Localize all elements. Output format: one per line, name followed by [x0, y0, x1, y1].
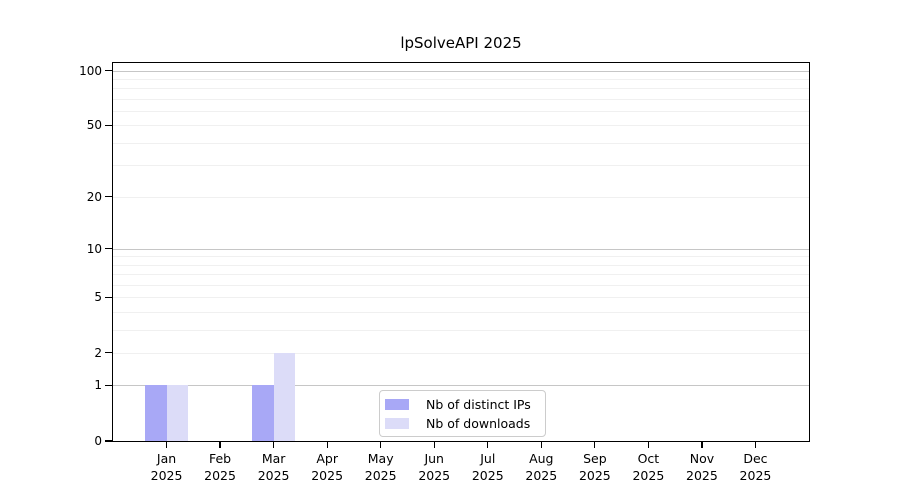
legend-swatch-nb-of-distinct-ips: [385, 399, 409, 410]
x-tick-mark-may: [380, 442, 382, 448]
x-tick-label-may: May 2025: [364, 451, 397, 483]
legend-entry-nb-of-downloads: Nb of downloads: [385, 414, 545, 433]
bars-layer: [113, 63, 809, 441]
x-tick-mark-jul: [487, 442, 489, 448]
x-tick-mark-dec: [754, 442, 757, 448]
gridline-minor-8: [113, 264, 809, 266]
y-tick-label-100: 100: [79, 63, 102, 78]
gridline-major-10: [113, 248, 809, 250]
x-tick-label-apr: Apr 2025: [311, 451, 344, 483]
y-tick-label-2: 2: [94, 345, 102, 360]
x-tick-mark-feb: [219, 442, 221, 448]
y-tick-label-10: 10: [86, 241, 102, 256]
gridline-minor-3: [113, 329, 809, 331]
gridline-minor-30: [113, 165, 809, 167]
gridline-minor-2: [113, 352, 809, 354]
gridline-minor-5: [113, 297, 809, 299]
grid-layer: [113, 63, 809, 441]
x-tick-mark-oct: [647, 442, 649, 448]
bar-nb-of-distinct-ips-mar: [252, 385, 274, 441]
y-tick-label-0: 0: [94, 434, 102, 448]
legend-label-nb-of-downloads: Nb of downloads: [426, 416, 531, 431]
gridline-minor-6: [113, 284, 809, 286]
x-tick-mark-jun: [433, 442, 435, 448]
gridline-minor-9: [113, 256, 809, 258]
bar-nb-of-downloads-jan: [166, 385, 188, 441]
x-tick-label-jun: Jun 2025: [418, 451, 451, 483]
x-tick-label-oct: Oct 2025: [632, 451, 665, 483]
legend: Nb of distinct IPs Nb of downloads: [379, 390, 546, 437]
plot-area: [112, 62, 810, 442]
x-tick-label-nov: Nov 2025: [686, 451, 718, 483]
x-tick-mark-mar: [273, 442, 275, 448]
y-tick-label-50: 50: [86, 118, 102, 133]
gridline-minor-90: [113, 78, 809, 80]
y-tick-mark-20: [105, 196, 112, 198]
gridline-minor-20: [113, 196, 809, 198]
y-tick-mark-10: [105, 247, 112, 250]
gridline-major-100: [113, 70, 809, 72]
gridline-major-1: [113, 385, 809, 387]
x-tick-label-mar: Mar 2025: [257, 451, 290, 483]
x-tick-label-dec: Dec 2025: [739, 451, 772, 483]
x-tick-label-feb: Feb 2025: [204, 451, 236, 483]
legend-swatch-nb-of-downloads: [385, 418, 409, 429]
gridline-minor-70: [113, 98, 809, 100]
legend-entry-nb-of-distinct-ips: Nb of distinct IPs: [385, 395, 545, 414]
y-tick-label-5: 5: [94, 290, 102, 305]
chart-title: lpSolveAPI 2025: [400, 34, 522, 52]
x-tick-mark-sep: [594, 442, 596, 448]
x-tick-label-jan: Jan 2025: [150, 451, 183, 483]
gridline-minor-4: [113, 311, 809, 313]
y-tick-mark-50: [105, 124, 112, 126]
x-tick-label-aug: Aug 2025: [525, 451, 558, 483]
y-tick-mark-2: [105, 352, 112, 354]
gridline-minor-40: [113, 142, 809, 144]
legend-label-nb-of-distinct-ips: Nb of distinct IPs: [426, 397, 531, 412]
y-tick-label-20: 20: [86, 189, 102, 204]
x-tick-mark-apr: [326, 442, 328, 448]
x-tick-mark-aug: [540, 442, 542, 448]
y-tick-label-1: 1: [94, 378, 102, 393]
y-tick-mark-0: [105, 440, 112, 442]
gridline-minor-50: [113, 125, 809, 127]
gridline-minor-7: [113, 274, 809, 276]
bar-nb-of-downloads-mar: [273, 352, 296, 441]
gridline-minor-60: [113, 111, 809, 113]
y-tick-mark-1: [105, 384, 112, 386]
x-tick-mark-nov: [701, 442, 703, 448]
x-tick-mark-jan: [165, 442, 168, 448]
bar-nb-of-distinct-ips-jan: [145, 385, 167, 441]
x-tick-label-jul: Jul 2025: [471, 451, 504, 483]
gridline-minor-80: [113, 88, 809, 90]
y-tick-mark-5: [105, 296, 112, 298]
x-tick-label-sep: Sep 2025: [578, 451, 611, 483]
y-tick-mark-100: [105, 69, 112, 72]
